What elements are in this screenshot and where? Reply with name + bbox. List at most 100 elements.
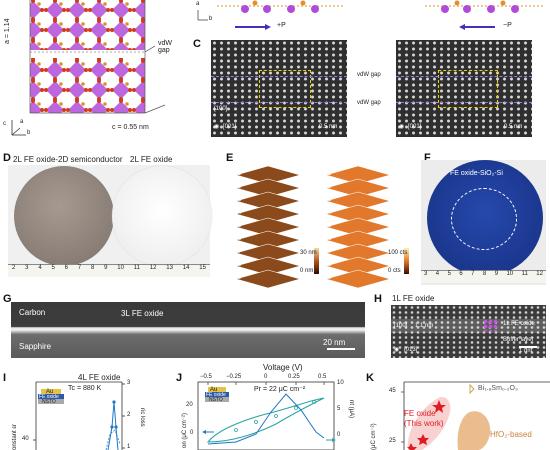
ytick-j-right-10: 10	[337, 380, 344, 386]
stem-image-left: [100] [001] ◉ 0.5 nm	[211, 40, 347, 137]
dir-100-label: [100]	[214, 106, 228, 112]
stack-j-fe: FE oxide	[206, 392, 226, 398]
ytick-j-left-20: 20	[186, 402, 193, 408]
xtick-j-3: 0	[264, 374, 268, 380]
wafer-f-title: FE oxide-SiO₂-Si	[450, 170, 503, 177]
stack-i-nsto: NSTO	[42, 399, 56, 405]
film-label: 3L FE oxide	[121, 309, 164, 318]
dir-013-label: [013]	[404, 347, 418, 353]
zone-axis-icon-right: ◉	[399, 124, 405, 130]
highlight-box-right	[438, 70, 498, 108]
panel-h-label: H	[374, 293, 382, 305]
afm-layer-number: 1	[238, 171, 242, 177]
ytick-j-right-5: 5	[337, 406, 341, 412]
afm-stacks	[234, 165, 409, 289]
scalebar-h-label: 1 nm	[519, 348, 533, 354]
afm-layer-number: 6	[328, 236, 332, 242]
yaxis-j-right-label: nt (μA)	[348, 400, 354, 419]
afm-layer-number: 4	[328, 210, 332, 216]
tc-label: Tc = 880 K	[68, 385, 102, 392]
panel-b: a b +P −P	[195, 0, 550, 36]
buffer-layer-label: Buffer layer	[503, 337, 534, 343]
vdw-gap-label-2: vdW gap	[357, 100, 381, 106]
afm-layer-number: 3	[328, 197, 332, 203]
afm-layer-number: 5	[238, 223, 242, 229]
xtick-j-5: 0.5	[318, 374, 327, 380]
panel-f-label: F	[424, 152, 431, 164]
wafer-right-title: 2L FE oxide	[130, 155, 173, 164]
wafer-left-title: 2L FE oxide-2D semiconductor	[13, 155, 123, 164]
panel-i-label: I	[3, 372, 7, 384]
dir-001-left-label: [001]	[223, 124, 237, 130]
chart-k	[401, 381, 550, 450]
yaxis-j-left-label: on (μC cm⁻²)	[182, 413, 188, 448]
ruler-d: 2 3 4 5 6 7 8 9 10 11 12 13 14 15	[8, 264, 210, 277]
k-this-work-label-1: FE oxide	[404, 409, 436, 418]
xtick-j-2: −0.25	[226, 374, 242, 380]
k-hfo2-label: HfO₂-based	[490, 430, 532, 439]
afm-layer-number: 4	[238, 210, 242, 216]
yaxis-i-right-label: ric loss	[139, 408, 145, 427]
stack-i-fe: FE oxide	[39, 394, 59, 400]
panel-d-label: D	[3, 152, 11, 164]
xtick-j-1: −0.5	[200, 374, 212, 380]
sapphire-label: Sapphire	[19, 342, 52, 351]
yaxis-i-right-tick-3: 3	[127, 380, 131, 386]
afm-height-max-label: 30 nm	[300, 250, 317, 256]
afm-layer-number: 3	[238, 197, 242, 203]
zone-axis-icon-h: ◉	[394, 347, 400, 353]
ruler-f: 3 4 5 6 7 8 9 10 11 12	[421, 270, 546, 283]
crystal-structure-figure	[11, 0, 166, 136]
yaxis-i-left-label: onstant εr	[12, 423, 18, 450]
k-bism-label: Bi₁.₈Sm₀.₂O₃	[478, 385, 518, 392]
afm-layer-number: 8	[328, 262, 332, 268]
afm-counts-min-label: 0 cts	[388, 268, 401, 274]
wafer-blue-marked-region	[451, 188, 517, 250]
afm-layer	[324, 269, 392, 289]
dir-100-label-h: [100]	[394, 323, 408, 329]
plus-p-label: +P	[277, 22, 286, 29]
chart-j	[197, 381, 336, 450]
afm-layer-number: 1	[328, 171, 332, 177]
xaxis-j-label: Voltage (V)	[263, 363, 303, 372]
axis-b-label-b: b	[209, 16, 213, 22]
afm-layer-number: 5	[328, 223, 332, 229]
afm-layer-number: 8	[238, 262, 242, 268]
chart-i	[33, 381, 125, 450]
vdw-gap-annotations: vdW gap vdW gap	[347, 40, 396, 137]
afm-height-min-label: 0 nm	[300, 268, 314, 274]
stack-j-nsto: NSTO	[209, 397, 223, 403]
afm-layer-number: 7	[238, 249, 242, 255]
yaxis-i-right-tick-2: 2	[127, 412, 131, 418]
panel-a: a = 1.14 vdW gap c = 0.55 nm c b a	[0, 0, 180, 145]
xtick-j-4: 0.25	[288, 374, 300, 380]
afm-layer	[234, 269, 302, 289]
wafer-left	[14, 166, 114, 266]
panel-c-label: C	[193, 38, 201, 50]
axis-a-label-b: a	[196, 1, 200, 7]
thickness-label: 1.1 nm	[415, 323, 434, 329]
afm-counts-max-label: 100 cts	[388, 250, 408, 256]
afm-layer-number: 2	[328, 184, 332, 190]
yaxis-i-left-tick-40: 40	[22, 436, 29, 442]
carbon-label: Carbon	[19, 308, 46, 317]
axis-b-label: b	[27, 130, 31, 136]
lattice-c-label: c = 0.55 nm	[112, 124, 149, 131]
ytick-j-left-0: 0	[190, 430, 194, 436]
scalebar-g-label: 20 nm	[323, 338, 346, 347]
afm-layer-number: 9	[238, 275, 242, 281]
afm-layer-number: 7	[328, 249, 332, 255]
k-ylabel: (μC cm⁻²)	[371, 423, 377, 450]
scalebar-g	[327, 348, 355, 350]
lattice-a-label: a = 1.14	[4, 18, 11, 45]
k-ytick-45: 45	[389, 388, 396, 394]
scalebar-right-label: 0.5 nm	[504, 124, 523, 130]
k-ytick-25: 25	[389, 438, 396, 444]
panel-g-label: G	[3, 293, 12, 305]
panel-e-label: E	[226, 152, 234, 164]
minus-p-label: −P	[503, 22, 512, 29]
stem-image-1l: [100] 1.1 nm 1L FE oxide Buffer layer ◉ …	[391, 305, 546, 358]
ytick-j-right-0: 0	[337, 432, 341, 438]
h-title: 1L FE oxide	[392, 294, 435, 303]
highlight-box-left	[259, 70, 311, 108]
